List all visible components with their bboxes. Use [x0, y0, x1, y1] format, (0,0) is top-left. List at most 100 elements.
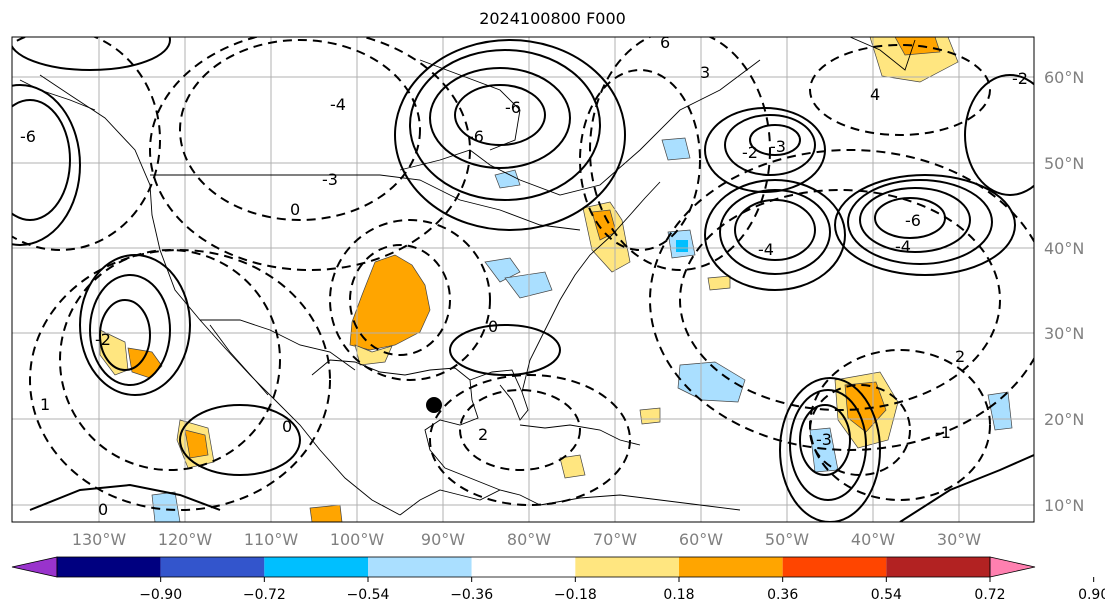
- contour-label: -3: [816, 430, 832, 449]
- shading-layer: [99, 37, 1013, 522]
- map-title: 2024100800 F000: [479, 9, 626, 28]
- contour-neg-plains-2: [329, 219, 491, 381]
- colorbar-tick-label: −0.54: [347, 587, 390, 603]
- contour-label: -1: [935, 423, 951, 442]
- storm-center-dot: [426, 397, 442, 413]
- coastlines: [19, 37, 916, 516]
- contour-label: 1: [40, 395, 50, 414]
- longitude-labels: 130°W 120°W 110°W 100°W 90°W 80°W 70°W 6…: [72, 530, 981, 549]
- coast-west-na: [39, 74, 401, 516]
- contour-label: -2: [742, 143, 758, 162]
- coast-greenland: [849, 37, 916, 71]
- contour-pos-mid-1: [734, 199, 816, 261]
- lon-label: 80°W: [507, 530, 551, 549]
- lon-label: 40°W: [851, 530, 895, 549]
- colorbar-frame: [56, 556, 991, 578]
- colorbar-segment: [160, 557, 265, 577]
- shade-lightblue-east: [987, 391, 1013, 431]
- contour-pos-hudson-3: [409, 49, 601, 201]
- contour-pos-top-nw: [12, 37, 171, 71]
- lat-label: 60°N: [1044, 68, 1084, 87]
- contour-pos-east-2: [859, 187, 971, 253]
- contour-label: -6: [20, 127, 36, 146]
- shade-orange-top: [894, 37, 941, 56]
- plot-area: -6 -6 -3 -2 -4 -6 -4 -2 -6 -2 0 0 0 -3 0…: [12, 33, 1034, 522]
- contour-neg-west-1: [179, 39, 421, 221]
- contour-label: 0: [282, 417, 292, 436]
- colorbar-segment: [575, 557, 679, 577]
- lat-label: 50°N: [1044, 154, 1084, 173]
- contour-pos-topleft-1: [12, 99, 71, 221]
- coast-hudson: [419, 59, 521, 151]
- contour-pos-east-4: [834, 174, 1016, 276]
- plot-frame: [11, 36, 1035, 523]
- contour-pos-sw: [29, 483, 221, 511]
- lat-label: 30°N: [1044, 324, 1084, 343]
- contour-neg-greenland: [809, 44, 991, 136]
- coast-baja: [209, 324, 269, 396]
- contour-pos-hur-1: [799, 404, 851, 476]
- colorbar-extend-high: [989, 556, 1036, 578]
- colorbar-segment: [368, 557, 472, 577]
- colorbar-tick-label: −0.18: [554, 587, 597, 603]
- colorbar-segment: [886, 557, 990, 577]
- contour-label: -6: [468, 127, 484, 146]
- contour-neg-topleft: [12, 37, 161, 251]
- contour-pos-pac-1: [99, 299, 151, 371]
- coast-east-us: [521, 181, 661, 393]
- contour-label: 0: [98, 500, 108, 519]
- coast-sa: [539, 494, 741, 511]
- colorbar-tick-label: −0.90: [139, 587, 182, 603]
- contour-label-group: -6 -6 -3 -2 -4 -6 -4 -2 -6 -2 0 0 0 -3 0…: [20, 33, 1028, 519]
- contour-pos-atl-3: [704, 107, 826, 193]
- contour-label: -4: [895, 237, 911, 256]
- shade-orange-carib2: [309, 504, 343, 522]
- lon-label: 120°W: [158, 530, 213, 549]
- contour-label: -3: [322, 170, 338, 189]
- contour-label: 2: [955, 347, 965, 366]
- contour-label: -4: [330, 95, 346, 114]
- contours-dashed: [12, 37, 1034, 511]
- contour-pos-pac-2: [89, 274, 171, 386]
- contour-neg-carib-1: [459, 389, 581, 471]
- colorbar-segment: [679, 557, 783, 577]
- lon-label: 110°W: [244, 530, 299, 549]
- contour-pos-mid-3: [704, 179, 846, 291]
- shade-yellow-carib: [559, 454, 586, 479]
- lon-label: 70°W: [593, 530, 637, 549]
- colorbar-tick-label: 0.54: [871, 587, 902, 603]
- contour-label: 0: [488, 317, 498, 336]
- lon-label: 30°W: [937, 530, 981, 549]
- contour-pos-topright: [964, 74, 1034, 196]
- colorbar-extend-low: [11, 556, 58, 578]
- contour-neg-ne-1: [579, 69, 701, 251]
- contour-label: 2: [478, 425, 488, 444]
- shade-orange-pacific: [127, 347, 163, 379]
- contour-pos-pac-south: [179, 404, 301, 476]
- contour-pos-atl-1: [749, 124, 801, 156]
- colorbar-segment: [57, 557, 161, 577]
- shade-orange-ne: [591, 209, 617, 241]
- lon-label: 100°W: [330, 530, 385, 549]
- coast-alaska: [19, 79, 96, 111]
- lat-label: 20°N: [1044, 410, 1084, 429]
- colorbar-tick-label: −0.72: [243, 587, 286, 603]
- contour-label: -6: [505, 98, 521, 117]
- contour-neg-carib-2: [429, 374, 631, 506]
- lat-label: 40°N: [1044, 239, 1084, 258]
- coast-gulf: [311, 359, 501, 491]
- colorbar-tick-label: 0.72: [974, 587, 1005, 603]
- contours-solid: [12, 37, 1034, 522]
- contour-pos-hudson-4: [394, 39, 626, 231]
- border-us-canada: [150, 174, 581, 231]
- contour-pos-topleft-2: [12, 84, 81, 246]
- shade-yellow-pacific: [99, 329, 129, 376]
- colorbar-tick-label: −0.36: [450, 587, 493, 603]
- coast-florida: [469, 369, 529, 421]
- contour-label: 0: [290, 200, 300, 219]
- colorbar-tick-label: 0.36: [767, 587, 798, 603]
- contour-label: -6: [905, 211, 921, 230]
- coast-canada: [399, 59, 761, 196]
- contour-label: 6: [660, 33, 670, 52]
